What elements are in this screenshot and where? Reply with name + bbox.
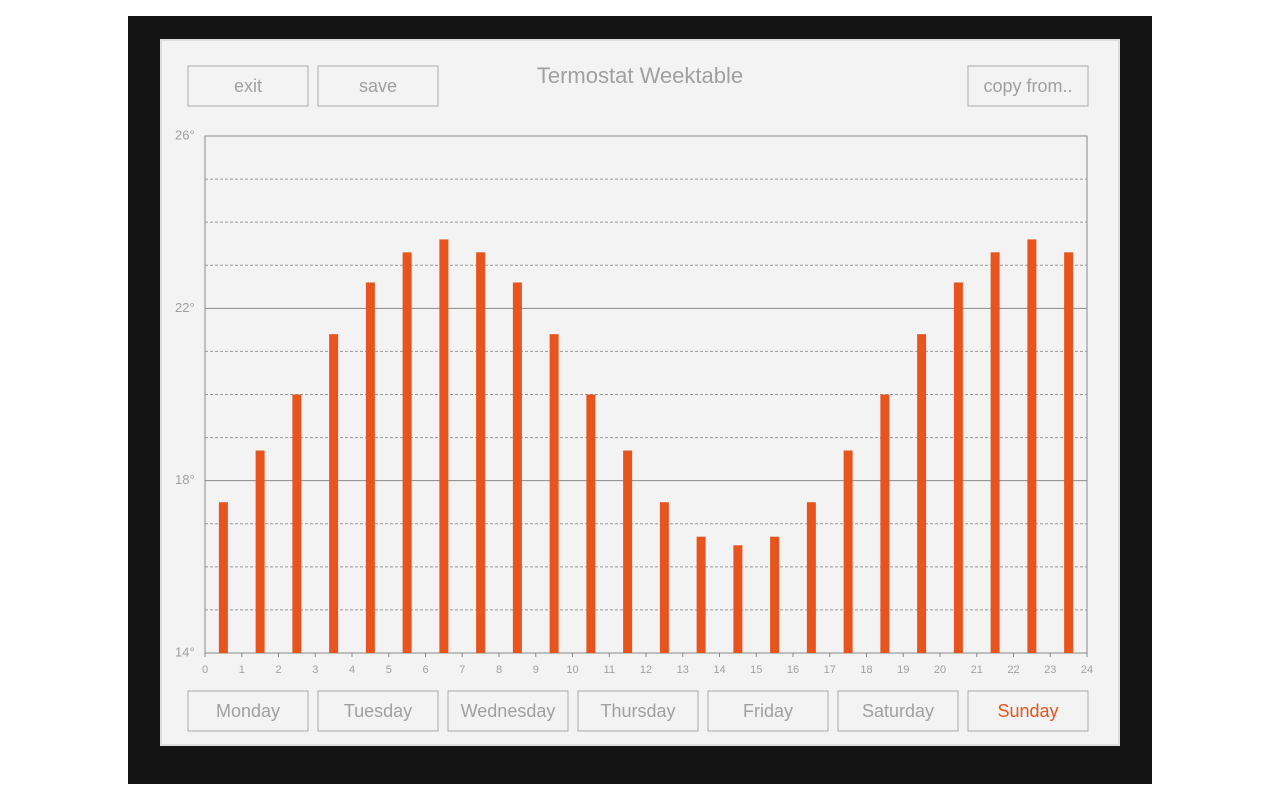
bar [770,536,780,653]
bar [806,502,816,653]
bar [990,252,1000,653]
panel [160,39,1120,746]
button-frame [187,690,309,732]
bar [255,450,265,653]
day-button[interactable]: Sunday [967,690,1089,732]
button-frame [317,65,439,107]
x-tick-label: 16 [787,664,799,676]
day-button[interactable]: Friday [707,690,829,732]
bar [218,502,228,653]
x-tick-label: 23 [1044,664,1056,676]
x-tick-label: 0 [202,664,208,676]
button-label: Monday [216,701,280,721]
x-tick-label: 10 [566,664,578,676]
day-button[interactable]: Monday [187,690,309,732]
button-frame [577,690,699,732]
x-tick-label: 24 [1081,664,1093,676]
day-button[interactable]: Thursday [577,690,699,732]
x-tick-label: 4 [349,664,355,676]
bar [659,502,669,653]
button-frame [707,690,829,732]
x-tick-label: 22 [1007,664,1019,676]
button-frame [967,65,1089,107]
x-tick-label: 12 [640,664,652,676]
day-button[interactable]: Tuesday [317,690,439,732]
bar [512,282,522,653]
x-tick-label: 20 [934,664,946,676]
x-tick-label: 11 [604,664,615,676]
x-tick-label: 3 [312,664,318,676]
bar [549,334,559,653]
bar [880,394,890,653]
button-frame [187,65,309,107]
bar [1064,252,1074,653]
bar [696,536,706,653]
toolbar-button[interactable]: save [317,65,439,107]
day-button[interactable]: Saturday [837,690,959,732]
title: Termostat Weektable [537,63,743,88]
x-tick-label: 14 [713,664,725,676]
x-tick-label: 13 [677,664,689,676]
bar [733,545,743,653]
x-tick-label: 7 [459,664,465,676]
button-label: save [359,76,397,96]
button-frame [837,690,959,732]
x-tick-label: 5 [386,664,392,676]
y-tick-label: 22° [175,300,195,315]
bar [439,239,449,653]
bar [953,282,963,653]
bar [917,334,927,653]
x-tick-label: 2 [275,664,281,676]
x-tick-label: 8 [496,664,502,676]
bar [365,282,375,653]
button-label: Friday [743,701,793,721]
x-tick-label: 18 [860,664,872,676]
x-tick-label: 6 [422,664,428,676]
button-label: exit [234,76,262,96]
toolbar-button[interactable]: exit [187,65,309,107]
button-label: Sunday [997,701,1058,721]
day-button[interactable]: Wednesday [447,690,569,732]
bar [586,394,596,653]
bar [476,252,486,653]
bar [623,450,633,653]
bar [843,450,853,653]
button-frame [967,690,1089,732]
button-label: copy from.. [983,76,1072,96]
y-tick-label: 26° [175,127,195,142]
x-tick-label: 9 [533,664,539,676]
bar [329,334,339,653]
button-label: Tuesday [344,701,412,721]
button-frame [447,690,569,732]
x-tick-label: 21 [971,664,983,676]
bar [292,394,302,653]
button-label: Thursday [600,701,675,721]
y-tick-label: 18° [175,472,195,487]
button-label: Saturday [862,701,934,721]
button-label: Wednesday [461,701,556,721]
x-tick-label: 15 [750,664,762,676]
x-tick-label: 19 [897,664,909,676]
y-tick-label: 14° [175,644,195,659]
x-tick-label: 17 [824,664,836,676]
button-frame [317,690,439,732]
copy-button[interactable]: copy from.. [967,65,1089,107]
bar [1027,239,1037,653]
x-tick-label: 1 [239,664,245,676]
bar [402,252,412,653]
